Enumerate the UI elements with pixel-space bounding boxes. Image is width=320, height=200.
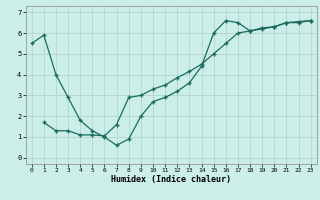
X-axis label: Humidex (Indice chaleur): Humidex (Indice chaleur) xyxy=(111,175,231,184)
